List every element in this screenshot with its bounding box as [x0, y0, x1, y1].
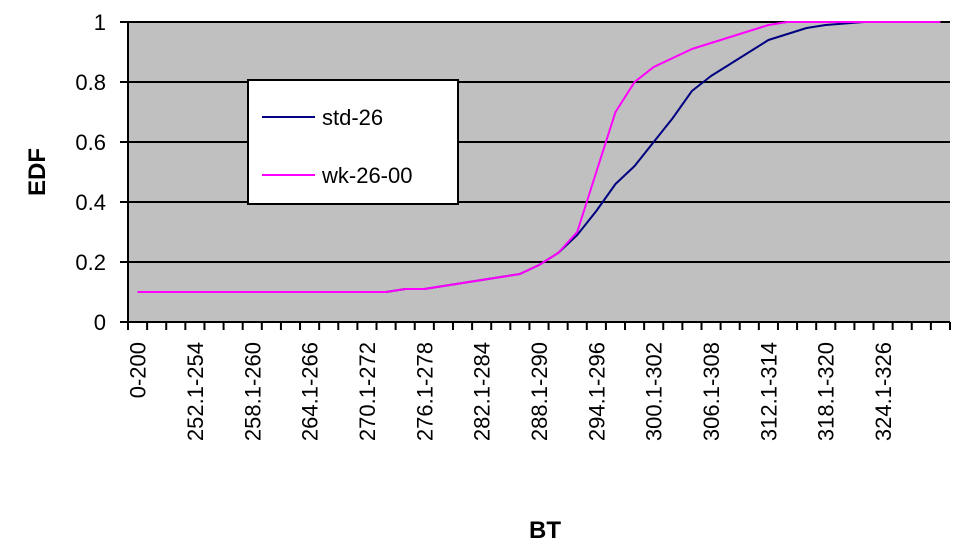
- x-tick-label: 258.1-260: [240, 342, 265, 441]
- series-layer: [137, 21, 941, 293]
- x-ticks: 0-200 252.1-254 258.1-260 264.1-266 270.1-27…: [126, 322, 951, 441]
- x-tick-label: 294.1-296: [584, 342, 609, 441]
- y-axis-title: EDF: [24, 148, 51, 196]
- y-tick-label: 0.2: [75, 250, 106, 275]
- x-axis-title: BT: [529, 517, 561, 544]
- legend-box: [247, 79, 459, 205]
- x-tick-label: 300.1-302: [642, 342, 667, 441]
- x-tick-label: 270.1-272: [355, 342, 380, 441]
- x-tick-label: 282.1-284: [470, 342, 495, 441]
- series-line-wk-26-00: [137, 21, 941, 293]
- legend-label-wk-26-00: wk-26-00: [321, 163, 412, 188]
- legend-label-std-26: std-26: [322, 105, 383, 130]
- x-tick-label: 288.1-290: [527, 342, 552, 441]
- x-tick-label: 264.1-266: [298, 342, 323, 441]
- y-tick-label: 0: [94, 310, 106, 335]
- x-tick-label: 0-200: [126, 342, 151, 398]
- x-tick-label: 306.1-308: [699, 342, 724, 441]
- legend: std-26 wk-26-00: [247, 79, 459, 205]
- x-tick-label: 312.1-314: [756, 342, 781, 441]
- x-tick-label: 276.1-278: [412, 342, 437, 441]
- y-tick-label: 0.8: [75, 70, 106, 95]
- y-ticks: 0 0.2 0.4 0.6 0.8 1: [75, 10, 128, 335]
- x-tick-label: 324.1-326: [871, 342, 896, 441]
- y-tick-label: 0.4: [75, 190, 106, 215]
- x-tick-label: 252.1-254: [183, 342, 208, 441]
- y-tick-label: 0.6: [75, 130, 106, 155]
- x-tick-label: 318.1-320: [814, 342, 839, 441]
- y-tick-label: 1: [94, 10, 106, 35]
